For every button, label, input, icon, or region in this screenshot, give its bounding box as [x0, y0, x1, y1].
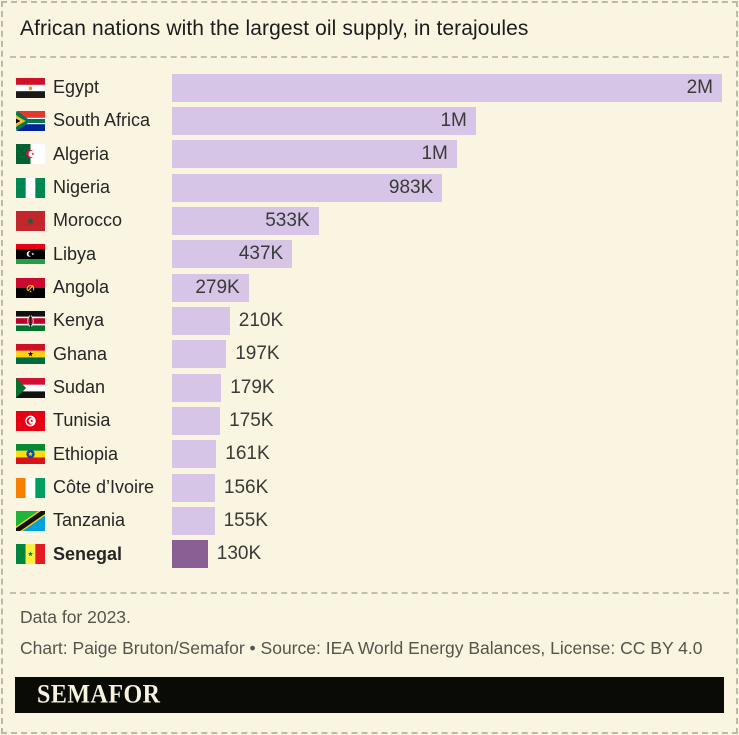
- bar-tanzania: [172, 506, 215, 535]
- bar-cote-divoire: [172, 473, 215, 502]
- chart-row-angola: Angola 279K: [0, 271, 739, 304]
- bar-senegal: [172, 540, 208, 569]
- bar-track: 533K: [172, 206, 739, 235]
- country-label: Ethiopia: [53, 443, 119, 464]
- value-label: 279K: [195, 276, 240, 298]
- country-label: Sudan: [53, 377, 106, 398]
- flag-algeria-icon: [16, 144, 45, 165]
- chart-title: African nations with the largest oil sup…: [20, 17, 529, 40]
- bar-ghana: [172, 340, 227, 369]
- country-label: South Africa: [53, 110, 151, 131]
- value-label: 533K: [265, 209, 310, 231]
- bar-track: 179K: [172, 373, 739, 402]
- bar-nigeria: 983K: [172, 173, 443, 202]
- semafor-wordmark: SEMAFOR: [37, 680, 161, 709]
- divider-top: [10, 56, 729, 58]
- country-label: Senegal: [53, 543, 123, 564]
- value-label: 1M: [440, 109, 467, 131]
- value-label: 197K: [235, 343, 280, 365]
- country-label: Ghana: [53, 343, 108, 364]
- bar-ethiopia: [172, 440, 217, 469]
- flag-cote-divoire-icon: [16, 477, 45, 498]
- flag-libya-icon: [16, 244, 45, 265]
- country-label: Morocco: [53, 210, 123, 231]
- flag-kenya-icon: [16, 310, 45, 331]
- chart-row-cote-divoire: Côte d’Ivoire 156K: [0, 471, 739, 504]
- bar-track: 155K: [172, 506, 739, 535]
- country-label: Tunisia: [53, 410, 111, 431]
- value-label: 161K: [225, 443, 270, 465]
- value-label: 175K: [229, 409, 274, 431]
- bar-algeria: 1M: [172, 140, 457, 169]
- value-label: 2M: [686, 76, 713, 98]
- country-label: Algeria: [53, 143, 110, 164]
- flag-tanzania-icon: [16, 510, 45, 531]
- country-label: Egypt: [53, 77, 100, 98]
- chart-row-south-africa: South Africa 1M: [0, 104, 739, 137]
- bar-track: 2M: [172, 73, 739, 102]
- country-label: Angola: [53, 277, 110, 298]
- flag-senegal-icon: [16, 544, 45, 565]
- credit-line: Chart: Paige Bruton/Semafor • Source: IE…: [20, 637, 703, 658]
- flag-ghana-icon: [16, 344, 45, 365]
- chart-row-ethiopia: Ethiopia 161K: [0, 438, 739, 471]
- chart-row-kenya: Kenya 210K: [0, 304, 739, 337]
- bar-track: 161K: [172, 440, 739, 469]
- bar-track: 210K: [172, 306, 739, 335]
- value-label: 437K: [238, 243, 284, 265]
- bar-track: 1M: [172, 140, 739, 169]
- flag-angola-icon: [16, 277, 45, 298]
- flag-nigeria-icon: [16, 177, 45, 198]
- value-label: 1M: [421, 143, 448, 165]
- country-label: Tanzania: [53, 510, 126, 531]
- bar-morocco: 533K: [172, 206, 319, 235]
- bar-tunisia: [172, 406, 221, 435]
- chart-row-tunisia: Tunisia 175K: [0, 404, 739, 437]
- value-label: 130K: [216, 543, 262, 565]
- chart-row-senegal: Senegal 130K: [0, 538, 739, 571]
- bar-sudan: [172, 373, 222, 402]
- chart-row-sudan: Sudan 179K: [0, 371, 739, 404]
- value-label: 210K: [238, 309, 284, 331]
- footnote: Data for 2023.: [20, 606, 131, 627]
- bar-track: 130K: [172, 540, 739, 569]
- bar-angola: 279K: [172, 273, 249, 302]
- bar-south-africa: 1M: [172, 106, 476, 135]
- chart-row-libya: Libya 437K: [0, 238, 739, 271]
- value-label: 983K: [388, 176, 434, 198]
- bar-track: 983K: [172, 173, 739, 202]
- semafor-logo-bar: SEMAFOR: [15, 677, 724, 713]
- chart-row-egypt: Egypt 2M: [0, 71, 739, 104]
- flag-ethiopia-icon: [16, 444, 45, 465]
- bar-track: 1M: [172, 106, 739, 135]
- value-label: 155K: [223, 509, 268, 531]
- bar-track: 197K: [172, 340, 739, 369]
- value-label: 156K: [223, 476, 269, 498]
- country-label: Nigeria: [53, 177, 111, 198]
- country-label: Côte d’Ivoire: [53, 477, 155, 498]
- flag-tunisia-icon: [16, 410, 45, 431]
- flag-egypt-icon: [16, 77, 45, 98]
- bar-track: 175K: [172, 406, 739, 435]
- value-label: 179K: [230, 376, 275, 398]
- chart-row-ghana: Ghana 197K: [0, 338, 739, 371]
- chart-row-algeria: Algeria 1M: [0, 138, 739, 171]
- bar-libya: 437K: [172, 240, 293, 269]
- chart-row-tanzania: Tanzania 155K: [0, 504, 739, 537]
- country-label: Libya: [53, 243, 97, 264]
- chart-row-nigeria: Nigeria 983K: [0, 171, 739, 204]
- divider-bottom: [10, 591, 729, 594]
- bar-track: 437K: [172, 240, 739, 269]
- flag-morocco-icon: [16, 210, 45, 231]
- bar-egypt: 2M: [172, 73, 722, 102]
- bar-track: 279K: [172, 273, 739, 302]
- country-label: Kenya: [53, 310, 105, 331]
- chart-row-morocco: Morocco 533K: [0, 204, 739, 237]
- flag-sudan-icon: [16, 377, 45, 398]
- flag-south-africa-icon: [16, 110, 45, 131]
- bar-track: 156K: [172, 473, 739, 502]
- bar-chart: Egypt 2M South Africa 1M Algeria 1M Nigeria 983…: [0, 71, 739, 571]
- bar-kenya: [172, 306, 230, 335]
